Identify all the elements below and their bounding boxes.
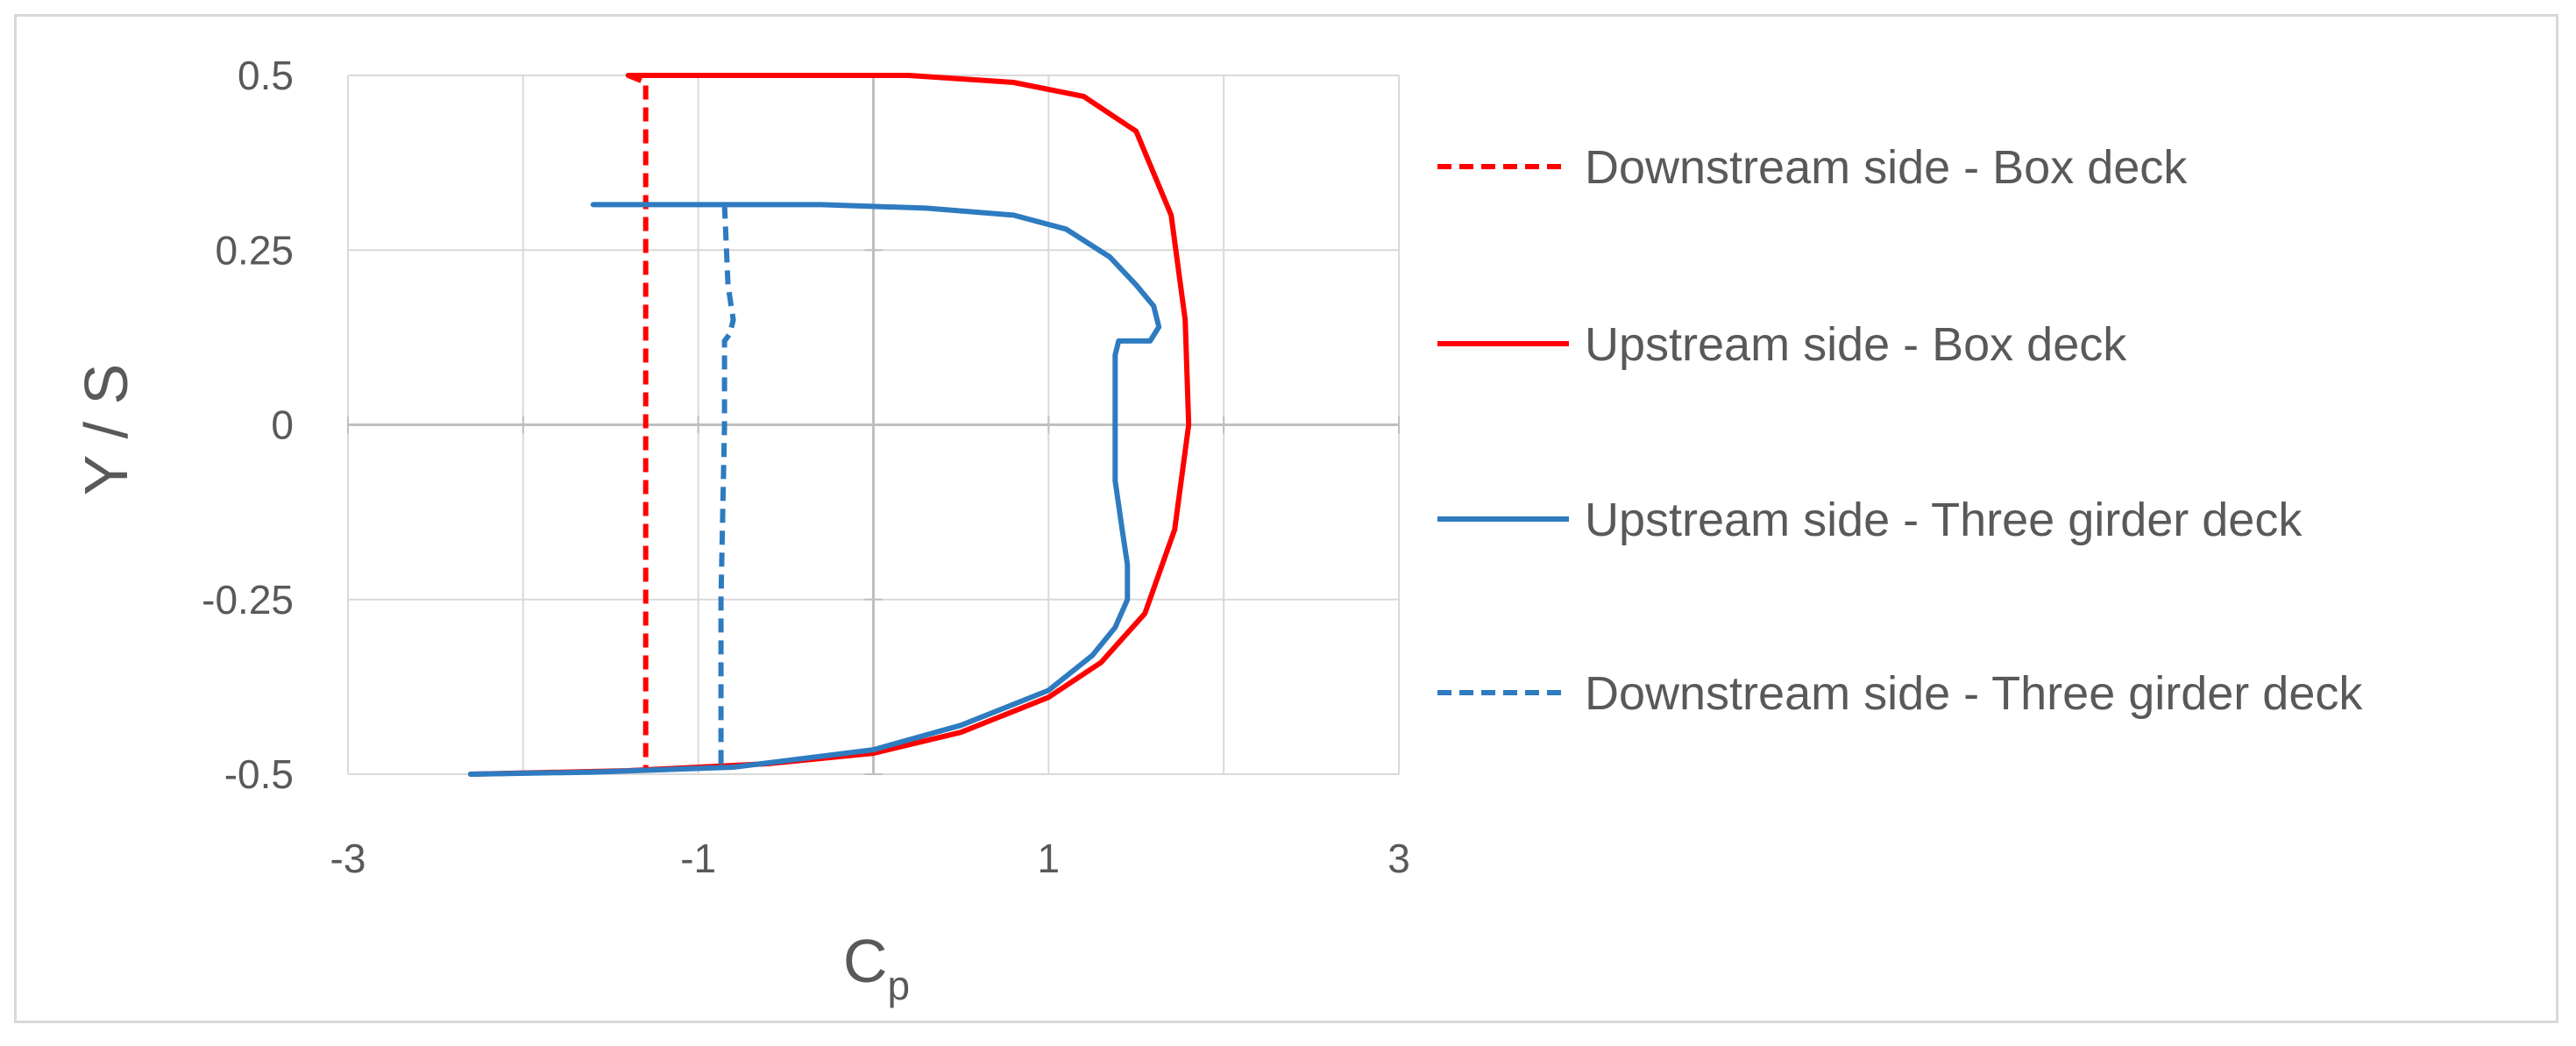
y-tick-label: 0 <box>271 402 294 448</box>
x-axis-title: Cp <box>843 927 910 1008</box>
x-tick-label: 1 <box>1038 836 1061 881</box>
y-tick-label: -0.25 <box>202 577 294 623</box>
series-lines <box>467 73 1192 777</box>
legend-label-4: Downstream side - Three girder deck <box>1585 667 2363 720</box>
x-tick-label: 3 <box>1387 836 1410 881</box>
legend-label-2: Upstream side - Box deck <box>1585 318 2127 371</box>
x-axis-title-subscript: p <box>887 963 910 1008</box>
series-line-3 <box>467 202 1162 777</box>
y-axis-title: Y / S <box>72 364 140 495</box>
x-axis-title-main: C <box>843 927 888 995</box>
series-line-4 <box>718 204 736 767</box>
chart-frame <box>14 14 2558 1023</box>
legend-label-1: Downstream side - Box deck <box>1585 141 2188 194</box>
legend: Downstream side - Box deck Upstream side … <box>1437 141 2363 720</box>
axes <box>347 75 1400 775</box>
x-tick-label: -3 <box>330 836 366 881</box>
x-tick-label: -1 <box>680 836 716 881</box>
tick-labels: -3 -1 1 3 0.5 0.25 0 -0.25 -0.5 <box>202 53 1410 881</box>
series-line-1 <box>627 73 649 767</box>
series-line-2 <box>467 73 1192 777</box>
legend-label-3: Upstream side - Three girder deck <box>1585 494 2303 546</box>
y-tick-label: -0.5 <box>224 751 294 797</box>
y-tick-label: 0.5 <box>238 53 294 98</box>
y-tick-label: 0.25 <box>215 227 294 273</box>
